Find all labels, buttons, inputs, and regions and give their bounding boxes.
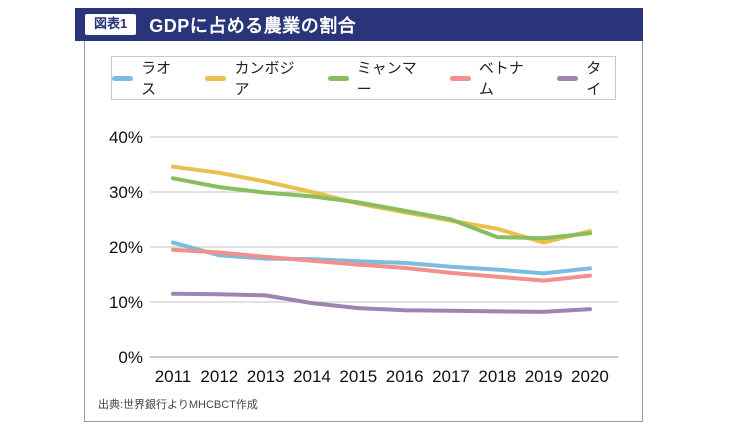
chart-legend: ラオス カンボジア ミャンマー ベトナム タイ: [111, 56, 616, 100]
legend-item-1: カンボジア: [205, 57, 306, 99]
legend-swatch-4: [557, 75, 579, 81]
legend-item-3: ベトナム: [449, 57, 536, 99]
legend-label-0: ラオス: [141, 60, 172, 98]
legend-item-0: ラオス: [112, 57, 184, 99]
legend-swatch-0: [112, 75, 134, 81]
legend-label-4: タイ: [586, 60, 602, 98]
legend-label-3: ベトナム: [478, 60, 524, 98]
legend-swatch-1: [205, 75, 227, 81]
legend-swatch-3: [449, 75, 471, 81]
figure-tag-badge: 図表1: [85, 14, 137, 35]
legend-label-2: ミャンマー: [356, 60, 417, 98]
legend-label-1: カンボジア: [234, 60, 295, 98]
legend-swatch-2: [327, 75, 349, 81]
chart-panel: ラオス カンボジア ミャンマー ベトナム タイ 出典:世界銀行よりMHCBCT作成: [84, 41, 643, 422]
legend-item-4: タイ: [557, 57, 615, 99]
legend-item-2: ミャンマー: [327, 57, 429, 99]
figure-header: 図表1 GDPに占める農業の割合: [75, 8, 643, 41]
figure-title: GDPに占める農業の割合: [149, 15, 357, 36]
source-note: 出典:世界銀行よりMHCBCT作成: [98, 399, 258, 411]
